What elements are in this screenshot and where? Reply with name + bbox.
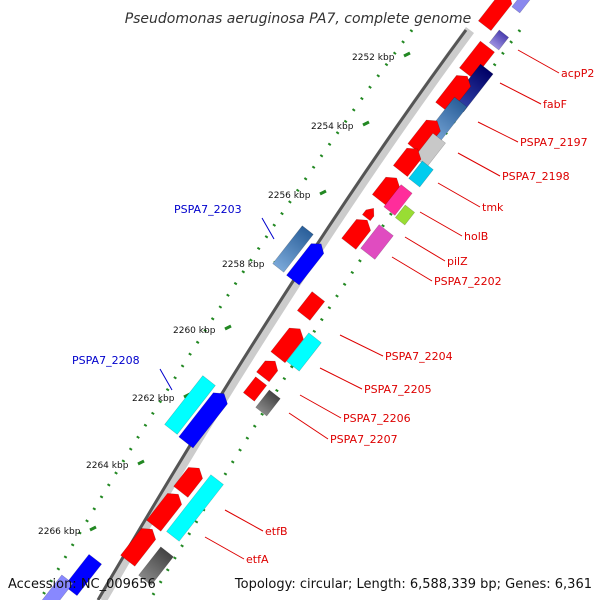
cds-feature	[414, 132, 446, 168]
cds-feature	[371, 176, 401, 206]
gene-label: PSPA7_2204	[385, 350, 453, 363]
gene-label: pilZ	[447, 255, 468, 268]
map-title: Pseudomonas aeruginosa PA7, complete gen…	[125, 11, 472, 27]
cds-feature	[146, 493, 182, 532]
cds-feature	[511, 0, 533, 14]
gene-label: PSPA7_2205	[364, 383, 432, 396]
kbp-label: 2256 kbp	[268, 191, 311, 201]
cds-feature	[459, 40, 495, 80]
cds-feature	[64, 553, 102, 597]
kbp-label: 2264 kbp	[86, 461, 129, 471]
cds-feature	[256, 360, 279, 383]
kbp-label: 2266 kbp	[38, 527, 81, 537]
cds-feature	[296, 291, 326, 321]
cds-feature	[164, 375, 216, 435]
gene-features	[36, 0, 533, 600]
gene-label: PSPA7_2202	[434, 275, 502, 288]
gene-label: etfB	[265, 525, 288, 538]
genome-backbone	[96, 27, 475, 600]
kbp-label: 2262 kbp	[132, 394, 175, 404]
gene-label: PSPA7_2206	[343, 412, 411, 425]
gene-label: PSPA7_2207	[330, 433, 398, 446]
cds-feature	[270, 327, 304, 364]
kbp-label: 2258 kbp	[222, 260, 265, 270]
cds-feature	[166, 474, 224, 542]
gene-label: etfA	[246, 553, 269, 566]
kbp-label: 2252 kbp	[352, 53, 395, 63]
accession-text: Accession: NC_009656	[8, 577, 156, 592]
cds-feature	[138, 546, 174, 586]
kbp-label: 2254 kbp	[311, 122, 354, 132]
cds-feature	[255, 389, 281, 417]
gene-label: holB	[464, 230, 488, 243]
gene-label: fabF	[543, 98, 567, 111]
cds-feature	[120, 528, 156, 567]
kbp-label: 2260 kbp	[173, 326, 216, 336]
cds-feature	[242, 376, 268, 402]
cds-feature	[286, 332, 322, 372]
gene-label: PSPA7_2198	[502, 170, 570, 183]
cds-feature	[341, 219, 371, 250]
gene-label: PSPA7_2208	[72, 354, 140, 367]
cds-feature	[360, 224, 394, 260]
cds-feature	[286, 243, 325, 286]
cds-feature	[383, 184, 413, 216]
cds-feature	[478, 0, 513, 32]
cds-feature	[173, 467, 203, 498]
cds-feature	[488, 29, 510, 51]
cds-feature	[36, 574, 74, 600]
cds-feature	[362, 207, 375, 222]
gene-label: PSPA7_2197	[520, 136, 588, 149]
cds-feature	[394, 204, 416, 226]
cds-feature	[408, 160, 434, 188]
cds-feature	[178, 392, 228, 449]
gene-label: tmk	[482, 201, 504, 214]
topology-text: Topology: circular; Length: 6,588,339 bp…	[234, 577, 592, 592]
gene-label: PSPA7_2203	[174, 203, 242, 216]
coordinate-ticks: 2252 kbp 2254 kbp 2256 kbp 2258 kbp 2260 kbp…	[38, 29, 522, 600]
gene-label: acpP2	[561, 67, 594, 80]
cds-feature	[392, 147, 422, 177]
cds-feature	[272, 225, 314, 273]
